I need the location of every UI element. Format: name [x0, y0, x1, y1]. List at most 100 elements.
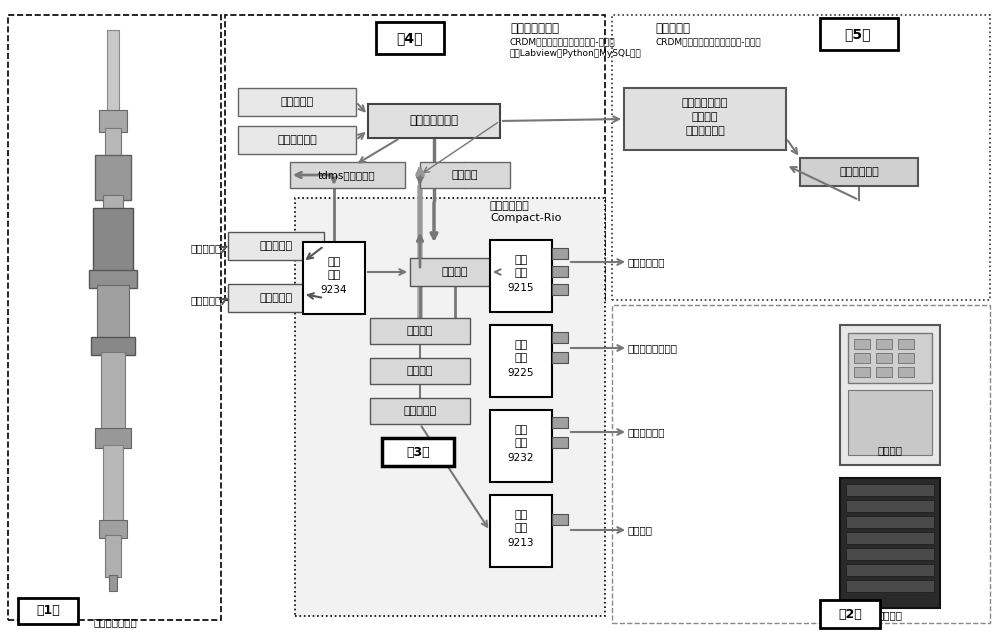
Text: （5）: （5） [845, 27, 871, 41]
Bar [848, 390, 932, 455]
Text: （4）: （4） [397, 31, 423, 45]
Text: 采集: 采集 [514, 255, 528, 265]
Bar [552, 352, 568, 363]
Bar [228, 284, 324, 312]
Text: 服务器数据库: 服务器数据库 [839, 167, 879, 177]
Bar [238, 126, 356, 154]
Bar [552, 284, 568, 295]
Bar [876, 339, 892, 349]
Bar [93, 208, 133, 273]
Text: 9225: 9225 [508, 368, 534, 378]
Text: 棒位机柜: 棒位机柜 [878, 610, 902, 620]
Text: 本地数据库系统: 本地数据库系统 [410, 114, 458, 128]
Bar [370, 398, 470, 424]
Text: 电荷转换器: 电荷转换器 [259, 241, 293, 251]
Bar [840, 325, 940, 465]
Bar [846, 548, 934, 560]
Bar [303, 242, 365, 314]
Text: 用户服务器: 用户服务器 [655, 22, 690, 34]
Text: 剩余寿命预估: 剩余寿命预估 [685, 126, 725, 136]
Text: CRDM状态监测和健康管理软件-边缘端: CRDM状态监测和健康管理软件-边缘端 [510, 37, 616, 46]
Text: 模块: 模块 [327, 270, 341, 280]
Bar [846, 516, 934, 528]
Bar [376, 22, 444, 54]
Bar [552, 332, 568, 343]
Text: 控制界面: 控制界面 [452, 170, 478, 180]
Text: 多通道同步: 多通道同步 [403, 406, 437, 416]
Text: 落棒电压: 落棒电压 [628, 525, 653, 535]
Bar [105, 535, 121, 577]
Text: 模块: 模块 [514, 353, 528, 363]
Bar [368, 104, 500, 138]
Bar [898, 339, 914, 349]
Text: 模块: 模块 [514, 268, 528, 278]
Bar [370, 358, 470, 384]
Bar [382, 438, 454, 466]
Text: 9213: 9213 [508, 538, 534, 548]
Bar [552, 248, 568, 259]
Bar [490, 410, 552, 482]
Text: （3）: （3） [406, 446, 430, 458]
Bar [91, 337, 135, 355]
Bar [800, 158, 918, 186]
Text: 采集: 采集 [327, 257, 341, 267]
Text: 数据输出: 数据输出 [407, 326, 433, 336]
Bar [820, 18, 898, 50]
Text: 接口转换器: 接口转换器 [259, 293, 293, 303]
Text: 控制棒驱动机构: 控制棒驱动机构 [93, 617, 137, 627]
Bar [109, 575, 117, 591]
Bar [99, 520, 127, 538]
Text: 模块: 模块 [514, 438, 528, 448]
Text: CRDM状态监测和健康管理软件-客户端: CRDM状态监测和健康管理软件-客户端 [655, 37, 761, 46]
Bar [490, 325, 552, 397]
Text: 故障诊断: 故障诊断 [692, 112, 718, 122]
Text: tdms格式文件集: tdms格式文件集 [318, 170, 376, 180]
Text: 数据切块分条: 数据切块分条 [277, 135, 317, 145]
Bar [854, 367, 870, 377]
Bar [8, 15, 221, 620]
Bar [99, 110, 127, 132]
Text: 提取特征値: 提取特征値 [280, 97, 314, 107]
Bar [840, 478, 940, 608]
Bar [95, 155, 131, 200]
Bar [18, 598, 78, 624]
Bar [854, 339, 870, 349]
Text: 采集: 采集 [514, 510, 528, 520]
Bar [105, 128, 121, 158]
Bar [624, 88, 786, 150]
Text: 9215: 9215 [508, 283, 534, 293]
Bar [295, 198, 605, 616]
Bar [846, 564, 934, 576]
Bar [490, 240, 552, 312]
Text: 采集规则: 采集规则 [442, 267, 468, 277]
Text: 基于Labview，Python，MySQL开发: 基于Labview，Python，MySQL开发 [510, 48, 642, 58]
Text: 模块: 模块 [514, 523, 528, 533]
Text: （1）: （1） [36, 605, 60, 617]
Text: 数据缓存: 数据缓存 [407, 366, 433, 376]
Bar [107, 30, 119, 115]
Bar [898, 353, 914, 363]
Bar [846, 484, 934, 496]
Bar [552, 266, 568, 277]
Bar [848, 333, 932, 383]
Text: 本地上位计算机: 本地上位计算机 [510, 22, 559, 34]
Bar [89, 270, 137, 288]
Bar [103, 445, 123, 525]
Text: 采集: 采集 [514, 340, 528, 350]
Bar [846, 580, 934, 592]
Bar [103, 195, 123, 210]
Bar [876, 367, 892, 377]
Text: 棒控机柜: 棒控机柜 [878, 445, 902, 455]
Bar [101, 352, 125, 432]
Bar [552, 514, 568, 525]
Bar [612, 305, 990, 623]
Bar [290, 162, 405, 188]
Bar [97, 285, 129, 340]
Text: 承压壳温度: 承压壳温度 [191, 295, 222, 305]
Bar [846, 532, 934, 544]
Bar [820, 600, 880, 628]
Text: 工作线圈驱动电压: 工作线圈驱动电压 [628, 343, 678, 353]
Text: 振动加速度: 振动加速度 [191, 243, 222, 253]
Bar [612, 15, 990, 300]
Bar [228, 232, 324, 260]
